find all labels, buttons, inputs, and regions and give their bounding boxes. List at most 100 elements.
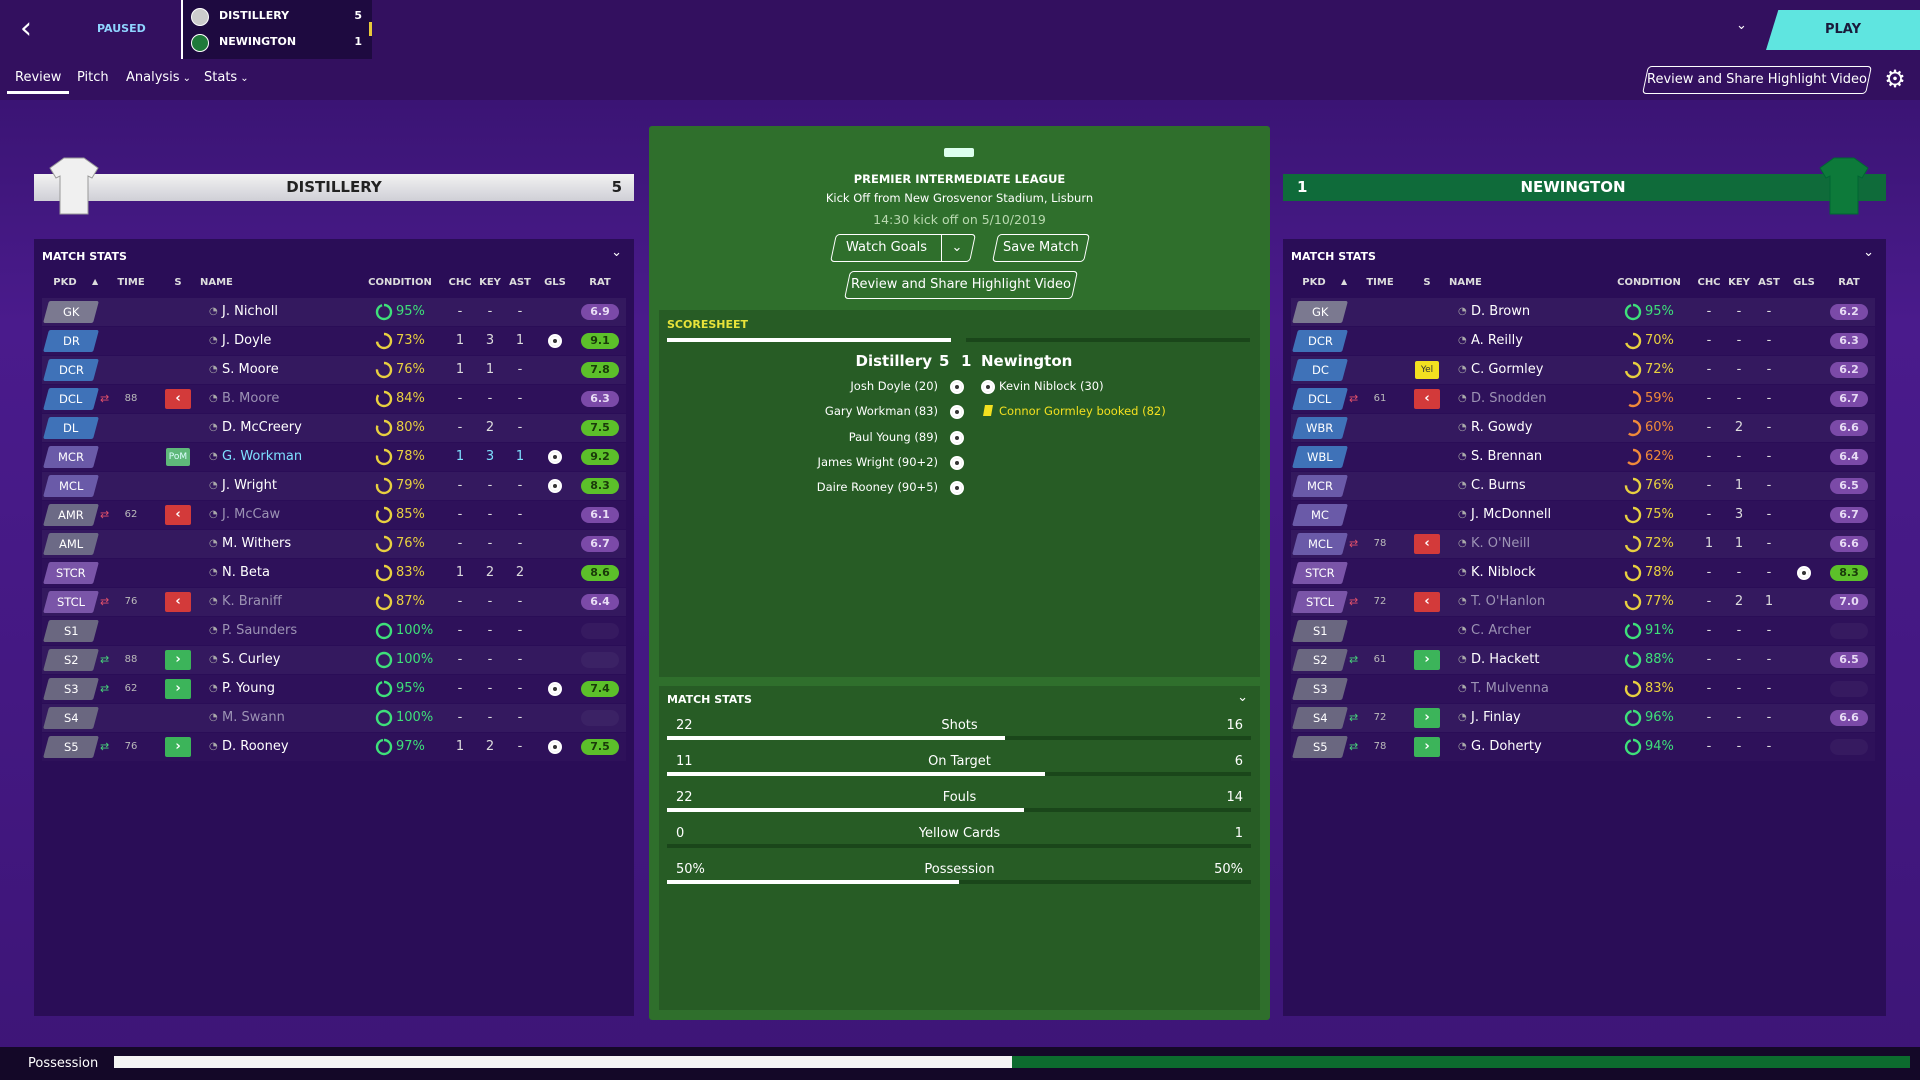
- away-event: Kevin Niblock (30): [999, 379, 1104, 393]
- player-name[interactable]: D. Rooney: [222, 739, 289, 754]
- position-badge: DL: [43, 417, 99, 439]
- ast: 1: [515, 449, 525, 464]
- position-badge: AMR: [43, 504, 99, 526]
- play-button[interactable]: PLAY: [1766, 10, 1920, 50]
- player-name[interactable]: M. Withers: [222, 536, 292, 551]
- column-header[interactable]: CONDITION: [368, 277, 432, 288]
- rating: 6.2: [1830, 304, 1868, 320]
- away-stat: 16: [1226, 718, 1243, 733]
- away-team-bar: NEWINGTON 1: [1283, 174, 1886, 201]
- column-header[interactable]: KEY: [1728, 277, 1750, 288]
- column-header[interactable]: NAME: [200, 277, 233, 288]
- rating: 6.3: [581, 391, 619, 407]
- back-button[interactable]: ‹: [20, 11, 32, 46]
- position-label: STCR: [1305, 566, 1335, 580]
- key: -: [487, 478, 493, 493]
- player-name[interactable]: G. Doherty: [1471, 739, 1542, 754]
- position-badge: WBR: [1292, 417, 1348, 439]
- home-event: Josh Doyle (20): [850, 379, 938, 393]
- home-event: Paul Young (89): [848, 429, 938, 444]
- player-name[interactable]: A. Reilly: [1471, 333, 1523, 348]
- home-score: 5: [939, 352, 950, 370]
- player-name[interactable]: C. Burns: [1471, 478, 1526, 493]
- column-header[interactable]: S: [1423, 277, 1431, 288]
- player-name[interactable]: C. Archer: [1471, 623, 1532, 638]
- player-name[interactable]: S. Brennan: [1471, 449, 1543, 464]
- column-header[interactable]: RAT: [1838, 277, 1860, 288]
- watch-goals-button[interactable]: Watch Goals ⌄: [830, 234, 976, 262]
- player-name[interactable]: P. Young: [222, 681, 275, 696]
- player-name[interactable]: B. Moore: [222, 391, 280, 406]
- condition-ring: [375, 709, 393, 727]
- player-name[interactable]: S. Curley: [222, 652, 281, 667]
- save-match-button[interactable]: Save Match: [992, 234, 1090, 262]
- player-name[interactable]: N. Beta: [222, 565, 270, 580]
- column-header[interactable]: KEY: [479, 277, 501, 288]
- player-name[interactable]: J. McDonnell: [1471, 507, 1552, 522]
- review-button[interactable]: Review and Share Highlight Video: [844, 271, 1078, 299]
- player-name[interactable]: J. Doyle: [222, 333, 272, 348]
- player-name[interactable]: J. McCaw: [222, 507, 281, 522]
- sub-minute: 62: [124, 683, 138, 694]
- sub-minute: 78: [1373, 741, 1387, 752]
- person-icon: ◔: [1458, 364, 1467, 375]
- column-header[interactable]: PKD: [53, 277, 77, 288]
- player-name[interactable]: K. Niblock: [1471, 565, 1536, 580]
- tab[interactable]: Analysis ⌄: [126, 70, 191, 85]
- column-header[interactable]: AST: [1758, 277, 1780, 288]
- player-name[interactable]: T. Mulvenna: [1471, 681, 1549, 696]
- player-name[interactable]: M. Swann: [222, 710, 285, 725]
- share-button[interactable]: Review and Share Highlight Video: [1642, 66, 1872, 94]
- player-name[interactable]: S. Moore: [222, 362, 279, 377]
- player-name[interactable]: K. O'Neill: [1471, 536, 1531, 551]
- player-name[interactable]: D. McCreery: [222, 420, 302, 435]
- player-name[interactable]: K. Braniff: [222, 594, 282, 609]
- rating: [581, 652, 619, 668]
- player-name[interactable]: J. Finlay: [1471, 710, 1521, 725]
- sub-badge: ›: [1414, 737, 1440, 757]
- column-header[interactable]: TIME: [1366, 277, 1394, 288]
- player-name[interactable]: J. Wright: [222, 478, 277, 493]
- column-header[interactable]: TIME: [117, 277, 145, 288]
- column-header[interactable]: CHC: [1697, 277, 1721, 288]
- player-name[interactable]: D. Brown: [1471, 304, 1531, 319]
- collapse-button[interactable]: ⌄: [1237, 690, 1248, 705]
- column-header[interactable]: PKD: [1302, 277, 1326, 288]
- player-name[interactable]: P. Saunders: [222, 623, 298, 638]
- column-header[interactable]: CHC: [448, 277, 472, 288]
- rating: [581, 623, 619, 639]
- column-header[interactable]: NAME: [1449, 277, 1482, 288]
- team-badge: [191, 34, 209, 52]
- column-header[interactable]: S: [174, 277, 182, 288]
- away-stat: 14: [1226, 790, 1243, 805]
- player-name[interactable]: J. Nicholl: [222, 304, 278, 319]
- column-header[interactable]: RAT: [589, 277, 611, 288]
- condition-ring: [1624, 535, 1642, 553]
- column-header[interactable]: AST: [509, 277, 531, 288]
- collapse-button[interactable]: ⌄: [1863, 245, 1874, 260]
- scoresheet: SCORESHEET Distillery 5 1 Newington Josh…: [659, 310, 1260, 677]
- watch-goals-label: Watch Goals: [846, 240, 927, 255]
- column-header[interactable]: GLS: [544, 277, 566, 288]
- position-badge: S1: [43, 620, 99, 642]
- player-name[interactable]: D. Snodden: [1471, 391, 1547, 406]
- home-team-name: DISTILLERY: [286, 178, 382, 196]
- person-icon: ◔: [1458, 712, 1467, 723]
- player-name[interactable]: R. Gowdy: [1471, 420, 1533, 435]
- player-name[interactable]: T. O'Hanlon: [1471, 594, 1546, 609]
- column-header[interactable]: CONDITION: [1617, 277, 1681, 288]
- column-header[interactable]: GLS: [1793, 277, 1815, 288]
- dropdown[interactable]: ⌄: [1736, 18, 1747, 33]
- player-name[interactable]: C. Gormley: [1471, 362, 1544, 377]
- tab[interactable]: Pitch: [77, 70, 109, 85]
- settings-button[interactable]: ⚙: [1884, 65, 1906, 93]
- sub-badge: ‹: [165, 389, 191, 409]
- tab-chevron: ⌄: [182, 73, 191, 84]
- collapse-button[interactable]: ⌄: [611, 245, 622, 260]
- tab[interactable]: Stats ⌄: [204, 70, 249, 85]
- tab-label: Review: [15, 70, 62, 85]
- tab[interactable]: Review: [15, 70, 61, 85]
- key: 2: [485, 420, 495, 435]
- player-name[interactable]: G. Workman: [222, 449, 303, 464]
- player-name[interactable]: D. Hackett: [1471, 652, 1540, 667]
